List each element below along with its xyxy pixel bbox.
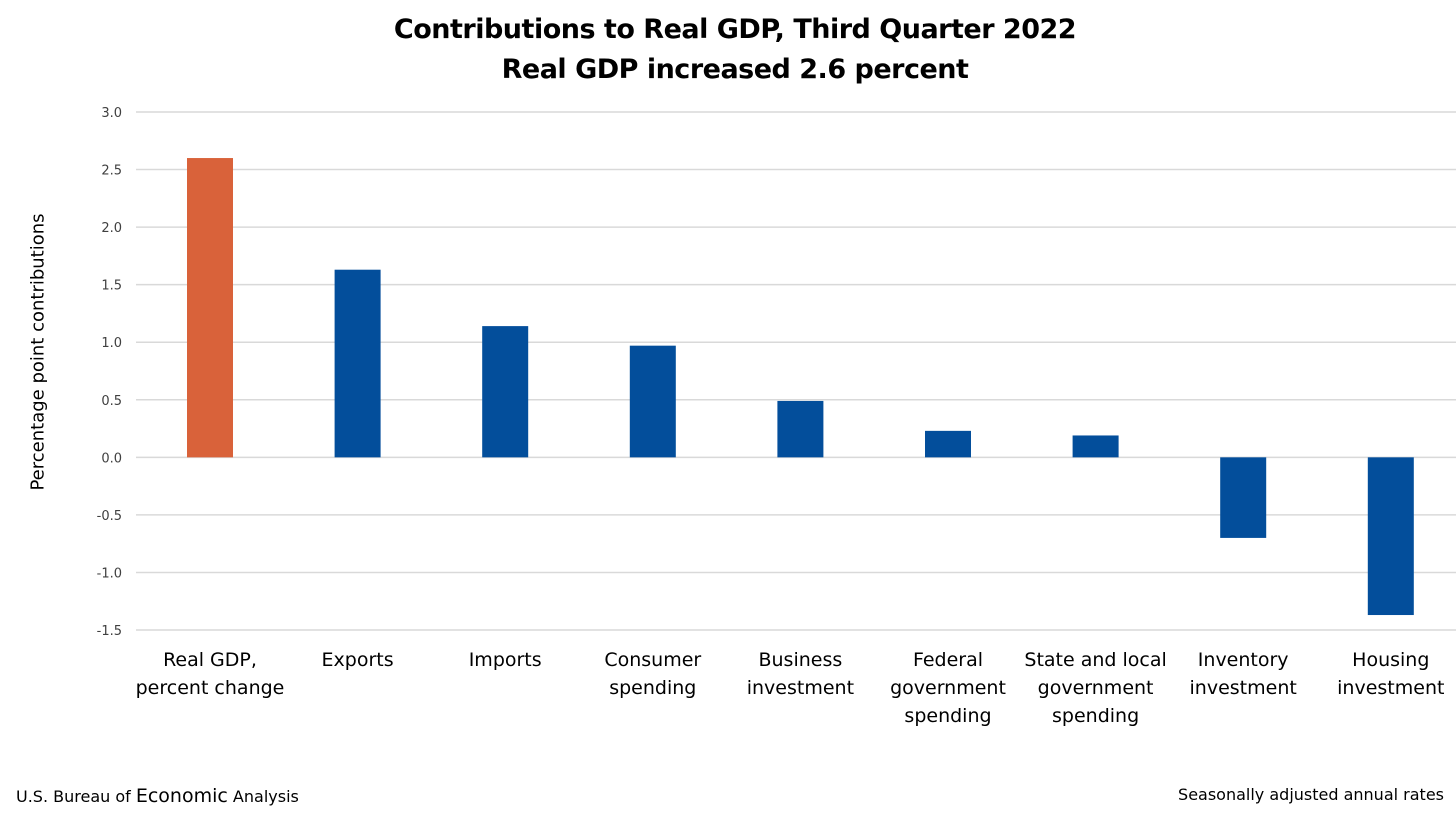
bar-2 (482, 326, 529, 458)
y-tick-label: -1.5 (97, 624, 122, 639)
source-credit: U.S. Bureau of Economic Analysis (16, 785, 299, 807)
x-category-label-line: Federal (912, 649, 984, 671)
x-category-label-line: Exports (321, 649, 394, 671)
bar-7 (1220, 457, 1267, 538)
bar-3 (629, 345, 676, 458)
x-category-label: Real GDP, percent change (130, 646, 290, 702)
bar-5 (925, 430, 971, 458)
y-tick-label: 1.5 (101, 279, 122, 294)
y-tick-label: 2.5 (101, 164, 122, 179)
x-category-label: Exports (278, 646, 438, 674)
rate-note: Seasonally adjusted annual rates (1178, 785, 1444, 804)
bar-4 (777, 400, 824, 458)
y-tick-label: 1.0 (101, 336, 122, 351)
x-category-label: State and local government spending (1016, 646, 1176, 730)
x-category-label-line: investment (1189, 677, 1297, 699)
x-category-label: Business investment (720, 646, 880, 702)
bar-6 (1072, 435, 1119, 458)
y-tick-label: 2.0 (101, 221, 122, 236)
x-category-label: Inventory investment (1163, 646, 1323, 702)
x-category-label-line: spending (609, 677, 697, 699)
x-category-label-line: Business (758, 649, 843, 671)
chart-subtitle: Real GDP increased 2.6 percent (501, 54, 969, 85)
y-tick-label: 3.0 (101, 106, 122, 121)
x-category-label-line: Inventory (1197, 649, 1289, 671)
y-tick-label: 0.5 (101, 394, 122, 409)
x-category-label-line: Imports (468, 649, 542, 671)
x-category-label-line: Consumer (604, 649, 702, 671)
x-category-label-line: percent change (135, 677, 285, 699)
x-category-label-line: investment (1337, 677, 1445, 699)
x-category-label-line: investment (746, 677, 855, 699)
bar-1 (334, 269, 381, 458)
x-category-label-line: government (1037, 677, 1154, 699)
x-category-label-line: spending (904, 705, 992, 727)
x-category-label: Consumer spending (573, 646, 733, 702)
x-category-label-line: State and local (1024, 649, 1167, 671)
bar-0 (187, 158, 233, 458)
y-tick-label: -0.5 (97, 509, 122, 524)
y-tick-label: 0.0 (101, 451, 122, 466)
x-category-label: Imports (425, 646, 585, 674)
x-category-label-line: spending (1052, 705, 1140, 727)
source-prefix: U.S. Bureau of (16, 787, 136, 806)
x-category-label-line: Housing (1352, 649, 1430, 671)
x-category-label: Federal government spending (868, 646, 1028, 730)
x-category-label-line: government (890, 677, 1006, 699)
source-suffix: Analysis (227, 787, 299, 806)
chart-title: Contributions to Real GDP, Third Quarter… (393, 14, 1077, 45)
x-category-label: Housing investment (1311, 646, 1456, 702)
source-emphasis: Economic (135, 785, 228, 807)
bar-8 (1367, 457, 1414, 616)
y-tick-label: -1.0 (97, 566, 122, 581)
x-category-label-line: Real GDP, (163, 649, 257, 671)
